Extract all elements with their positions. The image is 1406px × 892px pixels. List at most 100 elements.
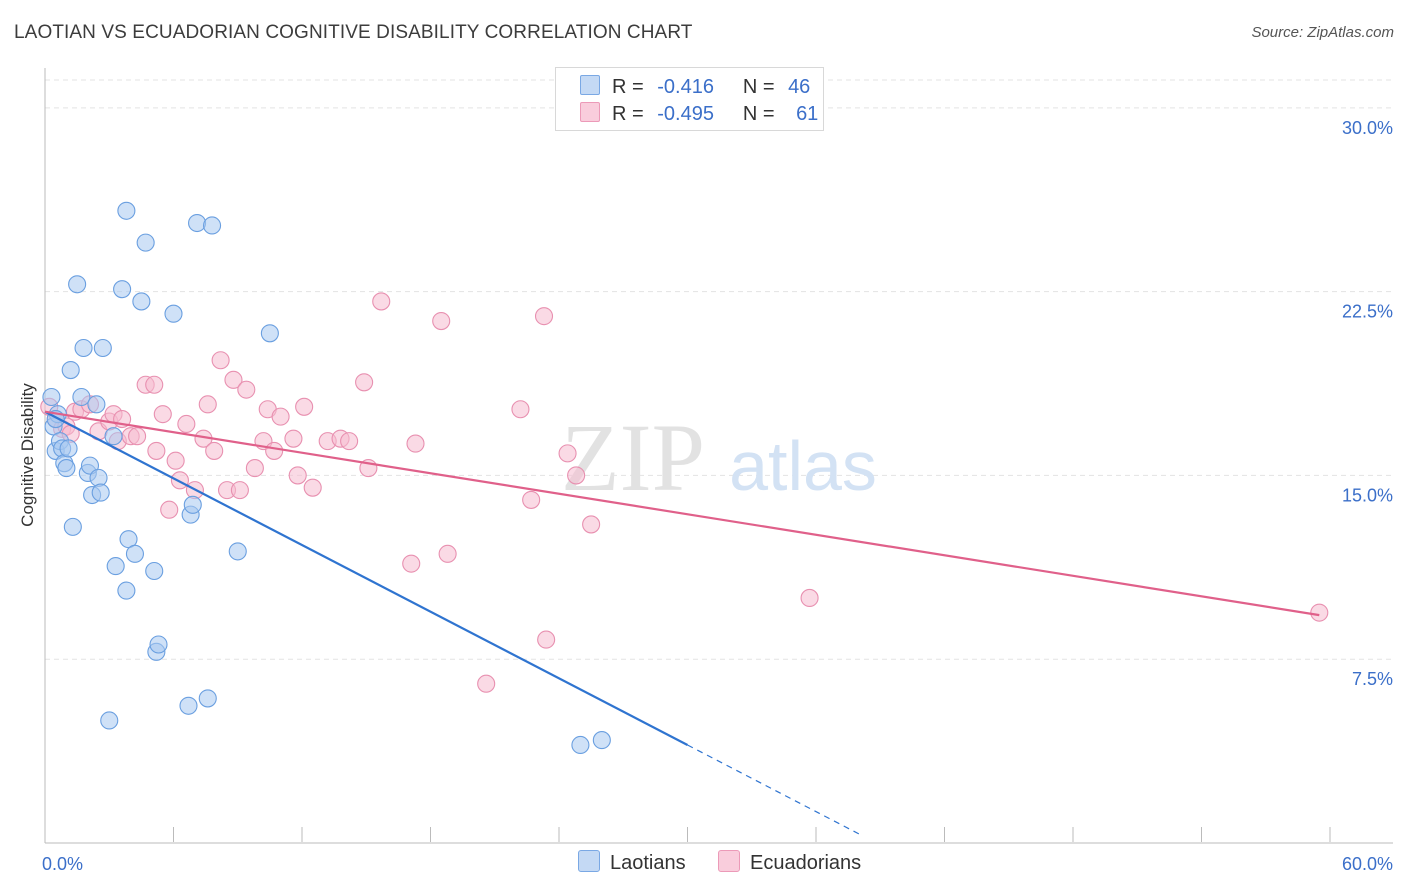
ecuadorian-trend-line [44,410,1320,617]
laotian-swatch [580,75,600,95]
legend-r-value-ecuadorian: -0.495 [657,103,714,125]
legend-n-label-laotian: N = [742,76,775,98]
ecuadorian-point [224,370,243,389]
ecuadorian-point [511,400,530,419]
laotian-point [198,689,217,708]
bottom-legend-laotians: Laotians [578,850,686,875]
laotian-point [74,338,93,358]
laotian-point [179,696,198,715]
bottom-legend-ecuadorians: Ecuadorians [718,850,861,875]
grid-layer [45,79,1393,660]
laotian-point [117,201,136,220]
ecuadorian-point [177,414,196,434]
ecuadorian-point [800,588,819,607]
laotian-point [125,544,144,563]
laotian-point [106,557,125,576]
x-tick-label: 60.0% [1342,854,1393,874]
ecuadorian-point [1310,603,1329,622]
laotian-point [132,292,151,311]
watermark: ZIP atlas [561,404,877,511]
ecuadorian-point [432,311,451,331]
laotian-point [93,338,112,358]
y-tick-label: 7.5% [1352,669,1393,689]
laotian-point [183,495,202,514]
legend-n-value-ecuadorian: 61 [796,103,819,125]
ecuadorian-point [284,429,303,448]
y-tick-label: 22.5% [1342,302,1393,322]
laotian-point [63,517,82,536]
ecuadorian-point [237,380,256,399]
ecuadorian-point [245,459,264,478]
ecuadorian-point [205,441,224,460]
legend-n-label-ecuadorian: N = [742,103,775,125]
ecuadorian-point [211,351,230,370]
ecuadorian-point [147,441,166,460]
ecuadorian-point [145,375,164,394]
laotian-point [100,711,119,730]
ecuadorian-point [166,451,185,470]
watermark-atlas: atlas [729,427,877,505]
bottom-legend-ecuadorians-swatch [718,850,740,872]
ecuadorian-point [402,554,421,573]
legend-r-label-laotian: R = [612,76,644,98]
ecuadorian-point [198,395,217,414]
ecuadorian-point [558,444,577,463]
bottom-legend-ecuadorians-label: Ecuadorians [750,852,862,874]
ecuadorian-point [438,544,457,563]
ecuadorian-point [265,441,284,460]
ecuadorian-point [170,471,189,490]
laotian-point [203,216,222,235]
correlation-legend: R = -0.416 N = 46 R = -0.495 N = 61 [555,67,824,131]
legend-n-value-laotian: 46 [788,76,811,98]
laotian-point [42,387,61,407]
laotian-point [228,542,247,561]
laotian-point [164,304,183,323]
laotian-point [87,395,106,414]
legend-r-label-ecuadorian: R = [612,103,644,125]
laotian-point [188,213,207,233]
ecuadorian-point [355,373,374,392]
ecuadorian-point [160,500,179,519]
ecuadorian-point [295,397,314,416]
ecuadorian-point [582,515,601,534]
laotian-point [117,581,136,600]
bottom-legend-laotians-swatch [578,850,600,872]
source-label: Source: ZipAtlas.com [1251,24,1394,41]
watermark-zip: ZIP [561,404,705,511]
y-tick-label: 15.0% [1342,485,1393,505]
ecuadorian-swatch [580,102,600,122]
legend-r-value-laotian: -0.416 [657,76,714,98]
ecuadorian-point [537,630,556,649]
laotian-point [145,561,164,581]
laotian-point [91,483,110,502]
tick-labels: 7.5% 15.0% 22.5% 30.0% 0.0% 60.0% [42,118,1393,874]
ecuadorian-point [271,407,290,426]
laotian-point [571,735,590,755]
ecuadorian-point [153,405,172,424]
laotian-point [592,731,611,750]
legend-row-ecuadorian: R = -0.495 N = 61 [580,102,818,126]
ecuadorian-point [372,292,391,311]
laotian-point [80,456,100,475]
laotian-point [149,635,168,654]
ecuadorian-point [534,307,554,326]
laotian-point [61,361,80,380]
legend-row-laotian: R = -0.416 N = 46 [580,75,810,99]
ecuadorian-point [340,432,359,451]
ecuadorian-point [128,427,147,446]
laotian-point [59,439,78,458]
laotian-points [42,201,611,755]
ecuadorian-point [230,481,249,500]
laotian-point [68,275,87,294]
laotian-trend-line [44,410,689,746]
x-tick-label: 0.0% [42,854,83,874]
laotian-point [72,387,91,407]
ecuadorian-point [303,478,322,497]
y-tick-label: 30.0% [1342,118,1393,138]
bottom-legend-laotians-label: Laotians [610,852,686,874]
laotian-point [260,324,279,343]
laotian-trend-extension [687,744,864,837]
laotian-point [136,233,155,252]
chart-title: LAOTIAN VS ECUADORIAN COGNITIVE DISABILI… [14,22,693,43]
